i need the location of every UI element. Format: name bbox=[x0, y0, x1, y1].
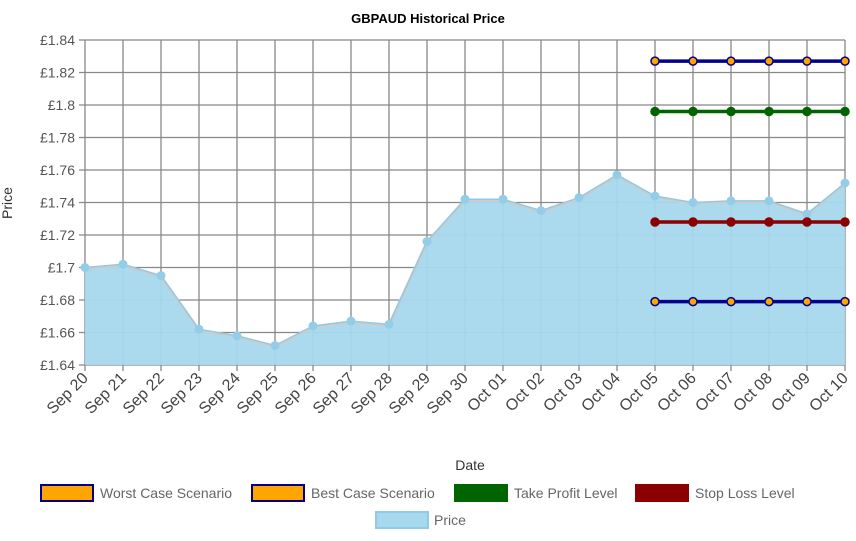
price-point bbox=[574, 193, 584, 203]
series-marks bbox=[80, 56, 850, 365]
legend-swatch-take-profit-level bbox=[454, 484, 508, 502]
take-profit-level-point bbox=[688, 106, 698, 117]
price-point bbox=[384, 319, 394, 329]
y-tick-label: £1.68 bbox=[40, 292, 75, 308]
stop-loss-level-point bbox=[650, 217, 660, 227]
legend: Worst Case Scenario Best Case Scenario Tak… bbox=[40, 484, 795, 529]
worst-case-scenario-point bbox=[726, 296, 736, 307]
take-profit-level-point bbox=[726, 106, 736, 117]
chart-title: GBPAUD Historical Price bbox=[351, 11, 505, 26]
y-tick-label: £1.72 bbox=[40, 227, 75, 243]
worst-case-scenario-point bbox=[802, 296, 812, 307]
price-point bbox=[460, 194, 470, 204]
x-tick-label: Sep 21 bbox=[82, 370, 130, 418]
worst-case-scenario-point bbox=[764, 296, 774, 307]
x-tick-label: Oct 03 bbox=[540, 370, 585, 415]
price-point bbox=[80, 263, 90, 272]
x-tick-label: Oct 08 bbox=[730, 370, 775, 415]
stop-loss-level-point bbox=[726, 217, 736, 227]
price-point bbox=[422, 237, 432, 246]
legend-label-stop-loss-level: Stop Loss Level bbox=[695, 485, 795, 501]
price-point bbox=[194, 324, 204, 334]
take-profit-level-point bbox=[840, 106, 850, 117]
x-tick-label: Sep 26 bbox=[272, 370, 320, 418]
price-point bbox=[536, 206, 546, 216]
legend-swatch-price bbox=[375, 511, 429, 529]
best-case-scenario-point bbox=[764, 56, 774, 66]
price-point bbox=[612, 170, 622, 180]
price-point bbox=[688, 198, 698, 207]
y-tick-label: £1.8 bbox=[48, 97, 75, 113]
stop-loss-level-point bbox=[840, 217, 850, 227]
y-tick-label: £1.76 bbox=[40, 162, 75, 178]
x-tick-label: Sep 25 bbox=[234, 370, 282, 418]
x-tick-label: Sep 24 bbox=[196, 370, 244, 418]
x-tick-label: Sep 29 bbox=[386, 370, 434, 418]
price-point bbox=[232, 331, 242, 341]
take-profit-level-point bbox=[802, 106, 812, 117]
legend-label-best-case-scenario: Best Case Scenario bbox=[311, 485, 435, 501]
y-tick-label: £1.78 bbox=[40, 130, 75, 146]
price-point bbox=[650, 191, 660, 201]
legend-swatch-stop-loss-level bbox=[635, 484, 689, 502]
price-point bbox=[118, 259, 128, 269]
y-tick-label: £1.82 bbox=[40, 65, 75, 81]
take-profit-level-point bbox=[650, 106, 660, 117]
price-point bbox=[498, 194, 508, 204]
x-tick-label: Oct 04 bbox=[578, 370, 623, 415]
x-tick-label: Oct 10 bbox=[806, 370, 851, 415]
legend-swatch-best-case-scenario bbox=[251, 484, 305, 502]
best-case-scenario-point bbox=[840, 56, 850, 66]
x-tick-label: Oct 02 bbox=[502, 370, 547, 415]
price-point bbox=[840, 178, 850, 188]
price-point bbox=[764, 196, 774, 206]
price-point bbox=[346, 316, 356, 326]
legend-label-worst-case-scenario: Worst Case Scenario bbox=[100, 485, 232, 501]
x-tick-label: Sep 22 bbox=[120, 370, 168, 418]
y-tick-label: £1.66 bbox=[40, 325, 75, 341]
best-case-scenario-point bbox=[802, 56, 812, 66]
x-tick-label: Sep 27 bbox=[310, 370, 358, 418]
take-profit-level-point bbox=[764, 106, 774, 117]
x-tick-label: Oct 01 bbox=[464, 370, 509, 415]
best-case-scenario-point bbox=[650, 56, 660, 66]
y-tick-label: £1.7 bbox=[48, 260, 75, 276]
x-tick-label: Oct 09 bbox=[768, 370, 813, 415]
stop-loss-level-point bbox=[688, 217, 698, 227]
y-tick-label: £1.84 bbox=[40, 32, 75, 48]
y-tick-label: £1.64 bbox=[40, 357, 75, 373]
x-tick-label: Oct 06 bbox=[654, 370, 699, 415]
x-axis-label: Date bbox=[455, 457, 485, 473]
x-tick-label: Sep 23 bbox=[158, 370, 206, 418]
legend-swatch-worst-case-scenario bbox=[40, 484, 94, 502]
price-point bbox=[270, 341, 280, 350]
x-tick-label: Sep 28 bbox=[348, 370, 396, 418]
y-axis-label: Price bbox=[0, 187, 15, 219]
worst-case-scenario-point bbox=[650, 296, 660, 307]
price-point bbox=[308, 321, 318, 331]
price-point bbox=[156, 271, 166, 281]
best-case-scenario-point bbox=[688, 56, 698, 66]
y-tick-label: £1.74 bbox=[40, 195, 75, 211]
x-tick-label: Sep 30 bbox=[424, 370, 472, 418]
x-tick-label: Oct 05 bbox=[616, 370, 661, 415]
worst-case-scenario-point bbox=[840, 296, 850, 307]
worst-case-scenario-point bbox=[688, 296, 698, 307]
legend-label-take-profit-level: Take Profit Level bbox=[514, 485, 618, 501]
price-point bbox=[802, 209, 812, 219]
stop-loss-level-point bbox=[802, 217, 812, 227]
best-case-scenario-point bbox=[726, 56, 736, 66]
x-tick-label: Oct 07 bbox=[692, 370, 737, 415]
price-point bbox=[726, 196, 736, 206]
legend-label-price: Price bbox=[434, 512, 466, 528]
x-tick-label: Sep 20 bbox=[44, 370, 92, 418]
stop-loss-level-point bbox=[764, 217, 774, 227]
